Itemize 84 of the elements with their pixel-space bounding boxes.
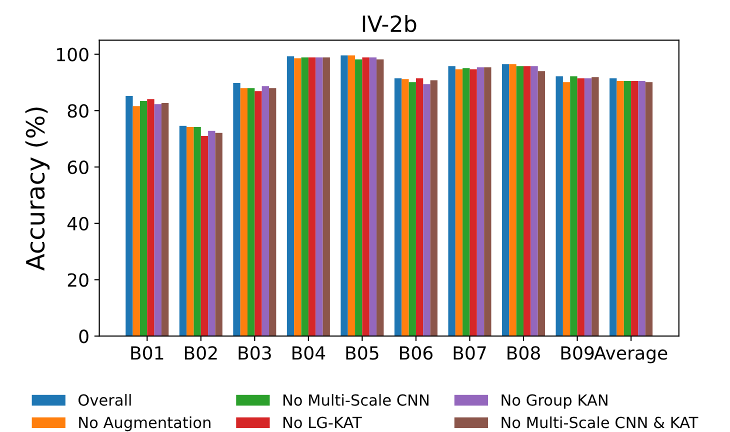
x-tick-label: B02: [184, 346, 217, 360]
bar: [179, 126, 187, 336]
bar: [254, 91, 262, 336]
bar: [455, 69, 463, 336]
bar: [200, 136, 208, 336]
bar: [484, 67, 492, 336]
legend-label: No Augmentation: [79, 416, 210, 432]
bar: [502, 64, 510, 336]
bar: [369, 57, 377, 336]
bar: [631, 81, 638, 336]
bar: [147, 99, 154, 336]
bar: [577, 78, 584, 336]
bar: [509, 64, 516, 336]
bar: [562, 82, 570, 336]
bar: [538, 71, 546, 336]
bar: [286, 56, 294, 336]
bar: [262, 86, 270, 336]
bar: [240, 88, 248, 336]
x-tick-label: Average: [594, 346, 668, 364]
bar: [248, 88, 255, 336]
y-tick-label: 80: [68, 104, 88, 118]
legend-label: No LG-KAT: [283, 416, 362, 428]
bar: [408, 82, 416, 336]
bar: [570, 76, 578, 336]
bar: [624, 81, 632, 336]
bar: [161, 103, 169, 336]
bar: [616, 81, 624, 336]
x-tick-label: B08: [508, 346, 540, 360]
y-tick-label: 40: [67, 216, 88, 230]
bar: [154, 104, 162, 336]
bar: [610, 78, 617, 336]
bar: [530, 66, 538, 336]
x-tick-label: B01: [131, 346, 164, 360]
bar: [215, 132, 222, 336]
bar: [423, 84, 430, 336]
bar: [416, 78, 424, 336]
bar: [208, 130, 216, 336]
chart-title: IV-2b: [362, 14, 416, 32]
bar: [126, 96, 133, 336]
y-tick-label: 100: [57, 48, 88, 62]
legend-label: No Multi-Scale CNN: [283, 394, 428, 406]
bar: [132, 106, 140, 336]
y-tick-label: 60: [68, 160, 88, 174]
bar: [186, 126, 194, 336]
x-tick-label: B09: [561, 346, 594, 360]
x-tick-label: B04: [292, 346, 326, 360]
bar: [294, 58, 302, 336]
bar: [348, 55, 356, 336]
bar: [194, 126, 201, 336]
bar: [638, 81, 646, 336]
bar: [645, 82, 653, 336]
bar: [584, 78, 592, 336]
bar: [524, 66, 531, 336]
bar: [462, 68, 470, 336]
bar: [430, 80, 438, 336]
legend-label: No Multi-Scale CNN & KAT: [502, 416, 698, 428]
bar: [355, 59, 362, 336]
bar: [362, 57, 370, 336]
bar: [394, 78, 402, 336]
legend-label: No Group KAN: [502, 394, 608, 409]
bar: [402, 79, 409, 336]
legend-label: Overall: [78, 394, 131, 406]
bar: [556, 76, 563, 336]
x-tick-label: B03: [238, 346, 271, 360]
bar: [233, 83, 240, 336]
bar: [322, 57, 330, 336]
y-tick-label: 0: [79, 330, 88, 344]
bar: [476, 67, 484, 336]
bar: [316, 57, 323, 336]
y-tick-label: 20: [68, 273, 88, 287]
x-tick-label: B05: [346, 346, 378, 360]
bar: [470, 69, 477, 336]
x-tick-label: B06: [400, 346, 433, 360]
bar: [340, 55, 348, 336]
x-tick-label: B07: [454, 346, 486, 360]
bar: [269, 88, 276, 336]
bar: [592, 77, 599, 336]
bar: [140, 101, 148, 336]
bar: [516, 66, 524, 336]
bar: [448, 66, 456, 336]
bar: [308, 57, 316, 336]
bar: [301, 57, 308, 336]
bar: [376, 59, 384, 336]
y-axis-title: Accuracy (%): [25, 108, 50, 271]
